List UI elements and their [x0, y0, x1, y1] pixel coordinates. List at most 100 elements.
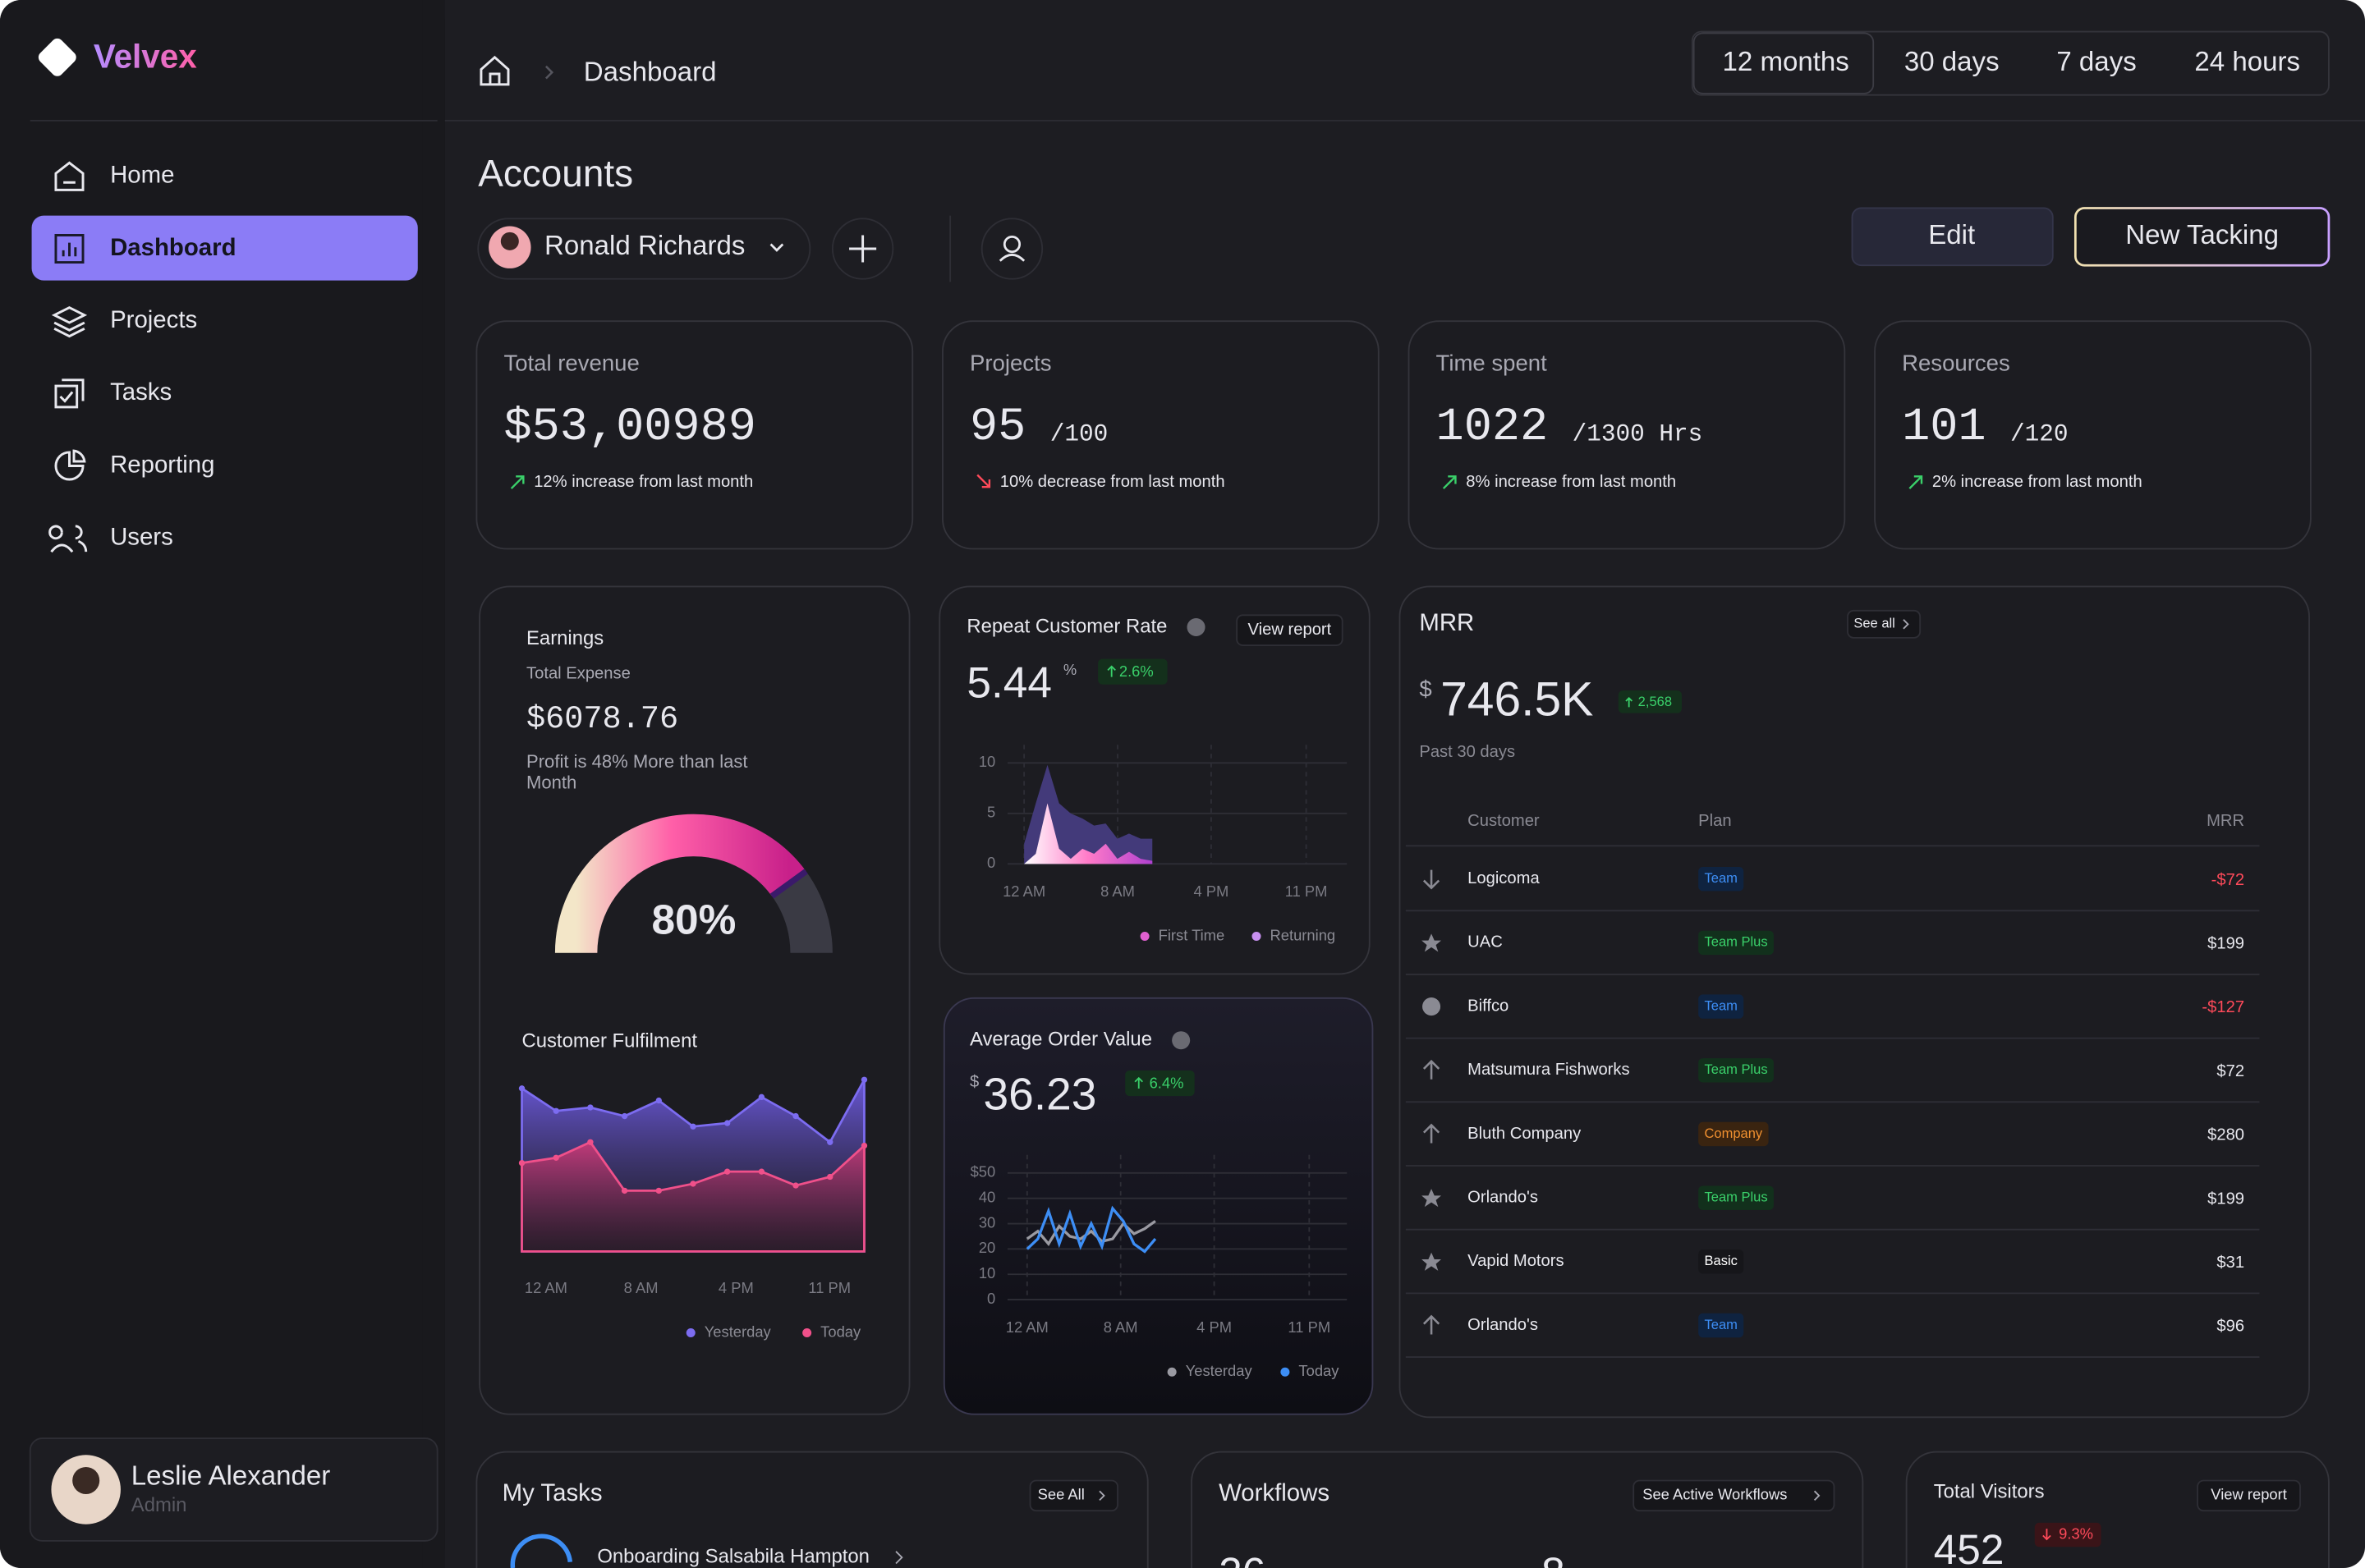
y-tick-label: 10: [979, 1264, 995, 1281]
stat-label: Total revenue: [503, 351, 639, 376]
user-button[interactable]: [980, 218, 1044, 280]
x-tick-label: 4 PM: [1196, 1318, 1232, 1336]
series-point: [655, 1187, 662, 1194]
y-tick-label: 5: [987, 804, 995, 821]
nav-item[interactable]: Reporting: [110, 451, 214, 478]
nav-icon: [54, 378, 85, 409]
stat-label: Resources: [1902, 351, 2010, 376]
plan-badge: [1698, 1313, 1744, 1338]
user-name: Leslie Alexander: [131, 1461, 331, 1492]
stat-card: [1408, 320, 1846, 550]
legend-dot: [686, 1327, 696, 1338]
account-name: Ronald Richards: [544, 231, 745, 261]
y-tick-label: $50: [971, 1163, 996, 1181]
plan: Team Plus: [1705, 1189, 1768, 1204]
mrr-amount: $280: [2207, 1126, 2244, 1144]
visitors-title: Total Visitors: [1934, 1480, 2045, 1502]
aov-value: 36.23: [984, 1069, 1097, 1120]
mrr-amount: $199: [2207, 1190, 2244, 1208]
plan-badge: [1698, 1249, 1744, 1274]
series-point: [518, 1159, 526, 1167]
view-report-button[interactable]: [2197, 1479, 2301, 1512]
mrr-amount: -$127: [2202, 998, 2244, 1016]
y-tick-label: 40: [979, 1189, 995, 1206]
stat-value: 101: [1902, 401, 1986, 454]
nav-item[interactable]: Dashboard: [110, 234, 236, 261]
info-icon[interactable]: [1187, 617, 1205, 637]
legend-label: Today: [1298, 1362, 1339, 1379]
series-point: [587, 1139, 594, 1145]
repeat-title: Repeat Customer Rate: [967, 615, 1167, 637]
stat-change: 12% increase from last month: [534, 473, 753, 491]
page-title: Accounts: [478, 152, 633, 195]
fulfilment-title: Customer Fulfilment: [522, 1029, 698, 1052]
series-area: [1024, 803, 1153, 864]
info-icon[interactable]: [1172, 1031, 1191, 1050]
legend-label: Today: [820, 1323, 861, 1340]
up-arrow: [510, 475, 525, 489]
change-badge: [1098, 658, 1168, 685]
x-tick-label: 11 PM: [808, 1279, 851, 1296]
see-active-button[interactable]: [1633, 1479, 1835, 1512]
stat-suffix: /120: [2010, 421, 2069, 448]
x-tick-label: 8 AM: [1100, 883, 1135, 900]
stat-label: Time spent: [1436, 351, 1548, 376]
earnings-amount: $6078.76: [526, 701, 678, 737]
x-tick-label: 4 PM: [1193, 883, 1228, 900]
task-item[interactable]: Onboarding Salsabila Hampton: [597, 1545, 870, 1567]
y-tick-label: 0: [987, 854, 995, 871]
series-point: [621, 1112, 628, 1120]
nav-item[interactable]: Home: [110, 162, 174, 189]
customer: Logicoma: [1467, 869, 1540, 887]
stat-value: $53,00989: [503, 401, 755, 454]
change-badge: [1618, 690, 1682, 713]
mrr-amount: $72: [2216, 1062, 2244, 1080]
range-option[interactable]: 30 days: [1904, 47, 2000, 77]
home-icon[interactable]: [480, 55, 510, 86]
customer: Vapid Motors: [1467, 1252, 1564, 1270]
mrr-amount: $31: [2216, 1254, 2244, 1272]
tasks-card: [475, 1451, 1149, 1568]
edit-button[interactable]: [1851, 207, 2054, 267]
column-header: Plan: [1698, 812, 1731, 830]
mrr-amount: $96: [2216, 1318, 2244, 1336]
customer: UAC: [1467, 933, 1503, 951]
user-card[interactable]: [29, 1437, 439, 1542]
up-arrow: [1625, 697, 1633, 708]
see-all-button[interactable]: [1847, 609, 1922, 639]
nav-item[interactable]: Users: [110, 523, 173, 550]
nav-item[interactable]: Projects: [110, 306, 197, 333]
row-icon: [1422, 1059, 1440, 1080]
user-role: Admin: [131, 1494, 187, 1516]
column-header: MRR: [2207, 812, 2244, 830]
visitors-value: 452: [1934, 1525, 2005, 1568]
series-point: [690, 1123, 696, 1130]
range-option[interactable]: 12 months: [1723, 47, 1849, 77]
range-option[interactable]: 24 hours: [2194, 47, 2300, 77]
row-icon: [1422, 1314, 1440, 1335]
add-button[interactable]: [831, 218, 894, 280]
see-all-button[interactable]: [1029, 1479, 1118, 1512]
series-line: [1026, 1205, 1157, 1254]
view-report-button[interactable]: [1236, 614, 1343, 646]
series-point: [518, 1085, 526, 1092]
nav-item[interactable]: Tasks: [110, 378, 172, 406]
range-selected: [1692, 32, 1875, 94]
chevron: [1099, 1490, 1105, 1502]
series-point: [861, 1142, 868, 1149]
user-avatar-hair: [72, 1466, 100, 1495]
repeat-card: [939, 585, 1371, 975]
stat-card: [942, 320, 1380, 550]
series-point: [792, 1182, 799, 1189]
stat-suffix: /100: [1050, 421, 1109, 448]
range-option[interactable]: 7 days: [2056, 47, 2136, 77]
legend-dot: [1140, 931, 1150, 941]
plus-icon: [849, 235, 877, 263]
y-tick-label: 20: [979, 1239, 995, 1256]
earnings-note: Profit is 48% More than last Month: [526, 750, 748, 794]
mrr-currency: $: [1419, 676, 1431, 701]
aov-change: 6.4%: [1150, 1074, 1184, 1091]
new-tracking-button[interactable]: [2073, 207, 2331, 267]
customer: Orlando's: [1467, 1316, 1538, 1334]
account-selector[interactable]: [477, 218, 811, 280]
